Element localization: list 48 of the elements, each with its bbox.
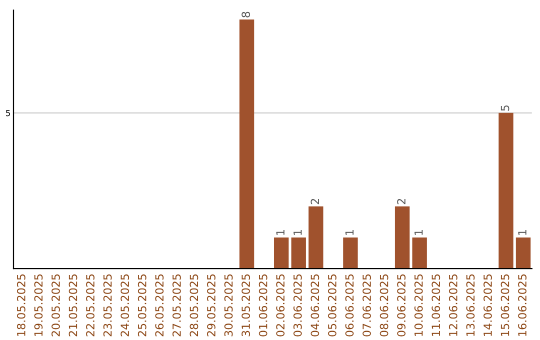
bar	[394, 206, 410, 269]
x-tick-label: 21.05.2025	[68, 274, 78, 336]
data-label: 1	[294, 230, 302, 235]
x-tick-label: 12.06.2025	[448, 274, 458, 336]
x-tick-label: 23.05.2025	[103, 274, 112, 336]
x-tick-label: 06.06.2025	[345, 274, 354, 336]
x-tick-label: 24.05.2025	[120, 274, 130, 336]
data-label: 2	[397, 198, 406, 204]
x-tick-label: 19.05.2025	[34, 274, 43, 336]
bar	[498, 112, 514, 269]
bar	[516, 237, 531, 269]
bar	[239, 20, 254, 269]
x-tick-label: 07.06.2025	[362, 274, 371, 336]
x-tick-label: 04.06.2025	[310, 274, 320, 336]
x-tick-label: 27.05.2025	[172, 274, 181, 336]
x-tick-label: 25.05.2025	[138, 274, 146, 336]
x-tick-label: 05.06.2025	[328, 274, 336, 336]
x-tick-label: 13.06.2025	[466, 274, 475, 336]
bar	[308, 206, 324, 269]
data-label: 1	[345, 230, 354, 235]
data-label: 1	[414, 230, 423, 235]
x-tick-label: 02.06.2025	[276, 274, 285, 336]
x-tick-label: 09.06.2025	[397, 274, 406, 336]
x-tick-label: 26.05.2025	[155, 274, 164, 336]
x-tick-label: 28.05.2025	[190, 274, 198, 336]
x-tick-label: 18.05.2025	[16, 274, 26, 336]
x-tick-label: 08.06.2025	[380, 274, 388, 336]
x-tick-label: 10.06.2025	[414, 274, 423, 336]
x-tick-label: 31.05.2025	[242, 274, 250, 336]
x-tick-label: 20.05.2025	[52, 274, 60, 336]
bar	[343, 237, 358, 269]
data-label: 1	[276, 230, 284, 235]
bar	[291, 237, 306, 269]
x-tick-label: 22.05.2025	[86, 274, 94, 336]
data-label: 8	[242, 12, 250, 18]
data-label: 5	[500, 105, 510, 111]
x-tick-label: 14.06.2025	[484, 274, 492, 336]
x-tick-label: 30.05.2025	[224, 274, 233, 336]
x-tick-label: 01.06.2025	[258, 274, 268, 336]
data-label: 2	[310, 198, 319, 204]
x-tick-label: 16.06.2025	[518, 274, 526, 336]
x-tick-label: 29.05.2025	[207, 274, 216, 336]
bar	[274, 237, 289, 269]
x-tick-label: 15.06.2025	[500, 274, 510, 336]
bar	[412, 237, 427, 269]
data-label: 1	[518, 230, 526, 235]
x-tick-label: 11.06.2025	[432, 274, 440, 336]
x-tick-label: 03.06.2025	[293, 274, 302, 336]
